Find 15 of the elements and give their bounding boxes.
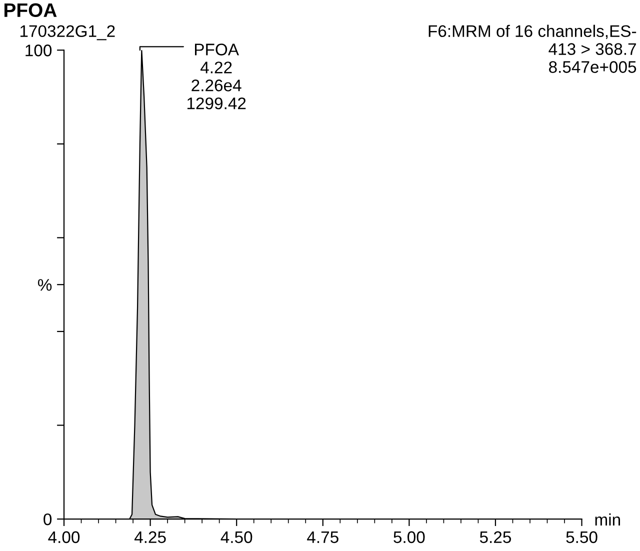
x-tick-label: 4.50 <box>220 531 252 544</box>
y-tick-label: % <box>38 279 52 291</box>
x-tick-label: 4.00 <box>48 531 80 544</box>
y-tick-label: 100 <box>26 44 52 56</box>
annotation: F6:MRM of 16 channels,ES- 413 > 368.7 8.547e+005 <box>428 24 636 73</box>
x-tick-label: 5.00 <box>394 531 425 544</box>
x-axis-title: min <box>595 513 620 526</box>
x-tick-label: 5.25 <box>480 531 511 544</box>
x-tick-label: 4.75 <box>307 531 338 544</box>
chart-subtitle: 170322G1_2 <box>20 25 115 40</box>
x-tick-label: 5.50 <box>566 531 598 544</box>
annotation: PFOA 4.22 2.26e4 1299.42 <box>187 44 246 110</box>
chart-title: PFOA <box>4 3 57 18</box>
y-tick-label: 0 <box>44 513 52 526</box>
x-tick-label: 4.25 <box>134 531 166 544</box>
